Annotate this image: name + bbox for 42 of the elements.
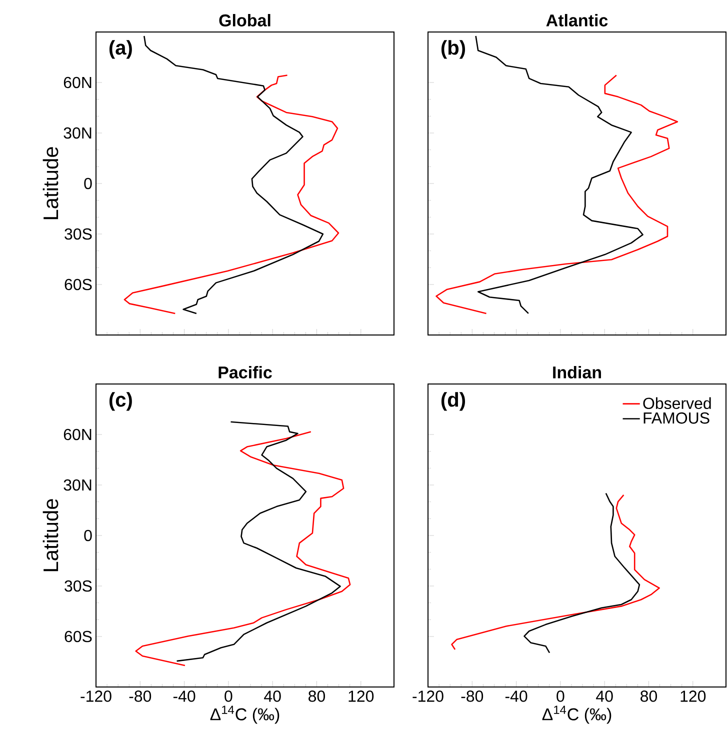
x-tick-label: -120 — [412, 690, 444, 702]
x-tick-label: -80 — [129, 690, 152, 702]
x-tick-label: -40 — [173, 690, 196, 702]
line-series — [176, 421, 341, 662]
line-series — [124, 74, 340, 314]
y-tick-label: 0 — [84, 178, 92, 190]
x-tick-label: 0 — [556, 690, 564, 702]
annotation: (a) — [109, 40, 132, 59]
x-tick-label: -40 — [505, 690, 528, 702]
annotation: (c) — [109, 392, 132, 411]
y-tick-label: 60S — [64, 630, 92, 642]
x-tick-label: 120 — [348, 690, 374, 702]
y-tick-label: 30N — [64, 127, 92, 139]
x-tick-label: 40 — [596, 690, 613, 702]
x-axis-title: Δ$^{14}$C (‰) — [210, 706, 280, 724]
y-tick-label: 60N — [64, 76, 92, 88]
y-tick-label: 30N — [64, 479, 92, 491]
legend-label: Observed — [643, 397, 711, 410]
y-tick-label: 60N — [64, 428, 92, 440]
chart-title: Pacific — [218, 366, 272, 378]
x-axis-title: Δ$^{14}$C (‰) — [542, 706, 612, 724]
chart-title: Atlantic — [546, 14, 608, 26]
x-tick-label: 80 — [640, 690, 657, 702]
x-tick-label: 0 — [224, 690, 232, 702]
x-tick-label: 80 — [308, 690, 325, 702]
x-tick-label: -80 — [461, 690, 484, 702]
annotation: (b) — [441, 40, 466, 59]
chart-title: Global — [219, 14, 270, 26]
line-series — [135, 431, 351, 666]
y-tick-label: 30S — [64, 580, 92, 592]
line-series — [143, 35, 324, 314]
x-tick-label: -120 — [80, 690, 112, 702]
x-tick-label: 120 — [680, 690, 706, 702]
y-tick-label: 30S — [64, 228, 92, 240]
legend-label: FAMOUS — [644, 412, 710, 424]
y-tick-label: 0 — [84, 530, 92, 542]
y-axis-title: Latitude — [42, 147, 58, 220]
y-tick-label: 60S — [64, 278, 92, 290]
y-axis-title: Latitude — [42, 499, 58, 572]
annotation: (d) — [441, 392, 466, 411]
x-tick-label: 40 — [264, 690, 281, 702]
chart-title: Indian — [553, 366, 601, 378]
